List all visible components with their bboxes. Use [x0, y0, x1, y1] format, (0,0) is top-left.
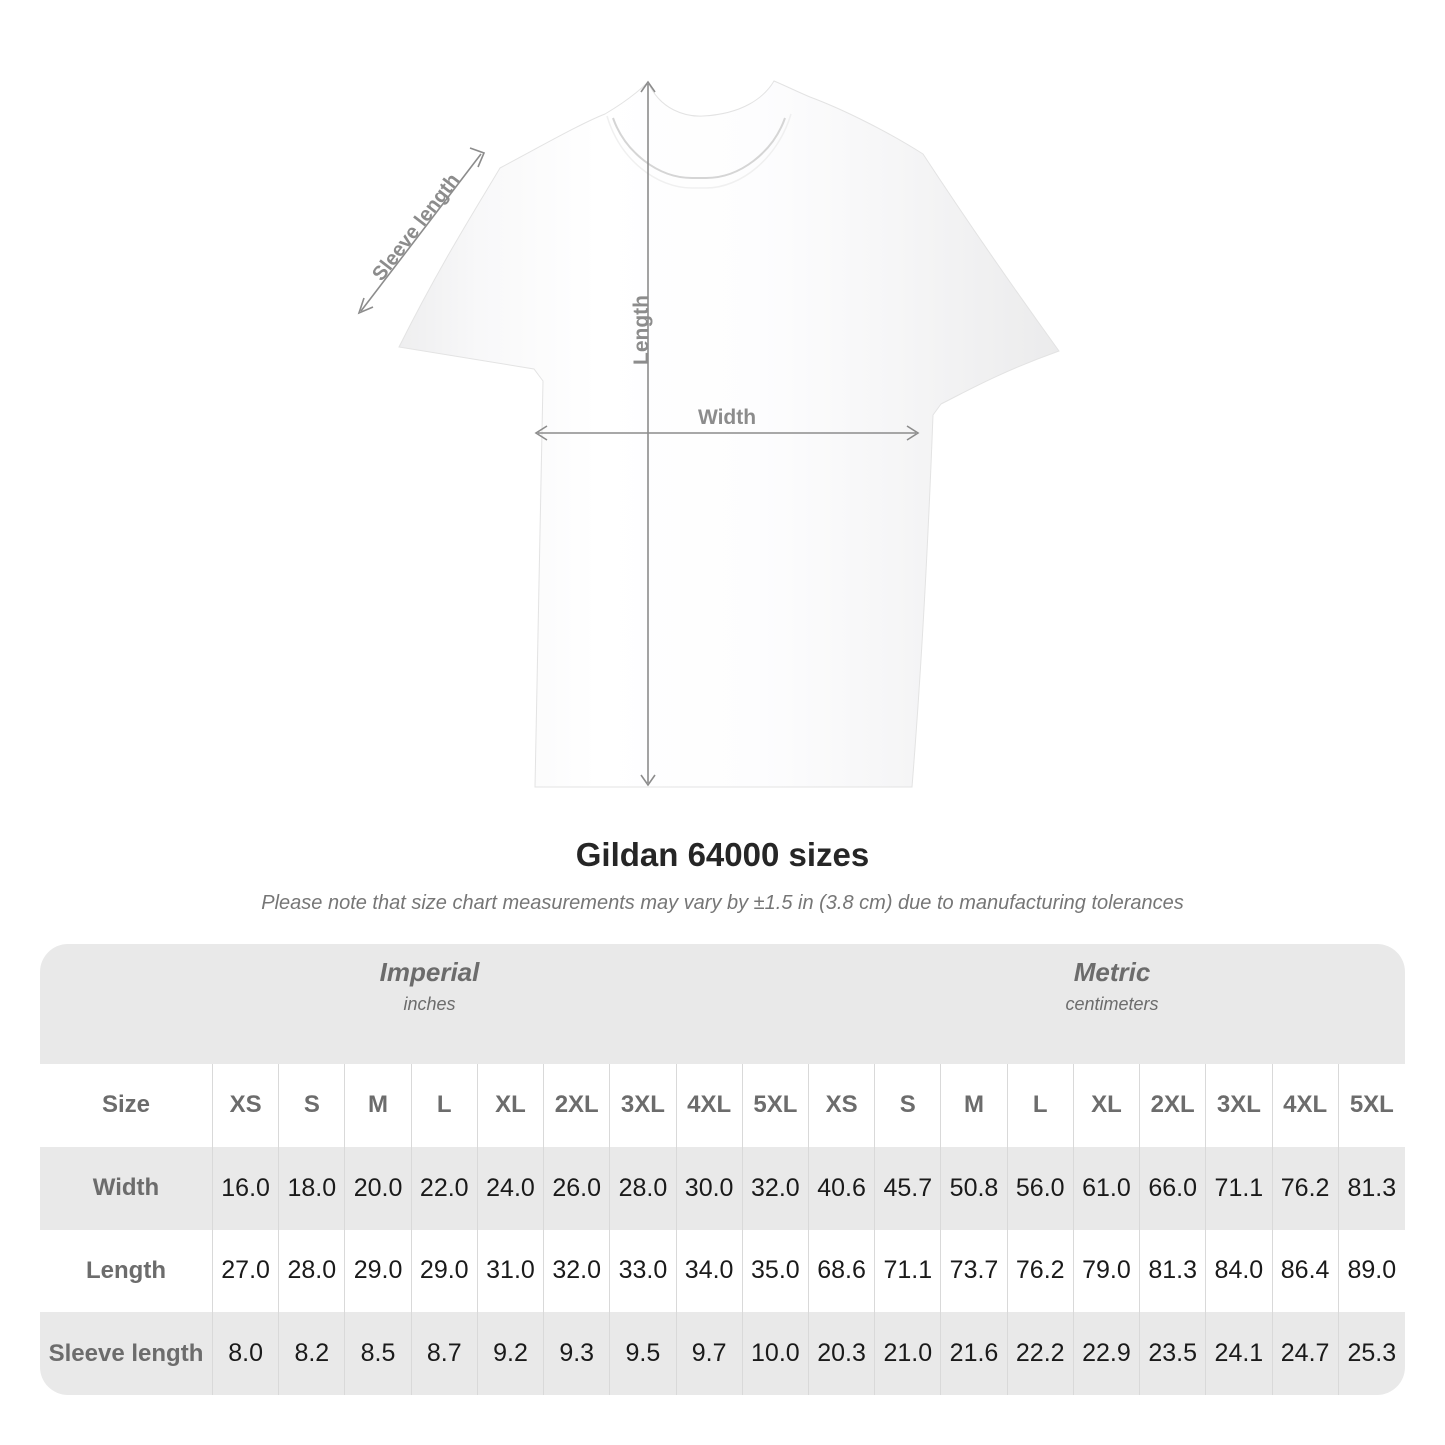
svg-text:Length: Length [630, 295, 653, 365]
svg-text:Width: Width [698, 406, 756, 429]
